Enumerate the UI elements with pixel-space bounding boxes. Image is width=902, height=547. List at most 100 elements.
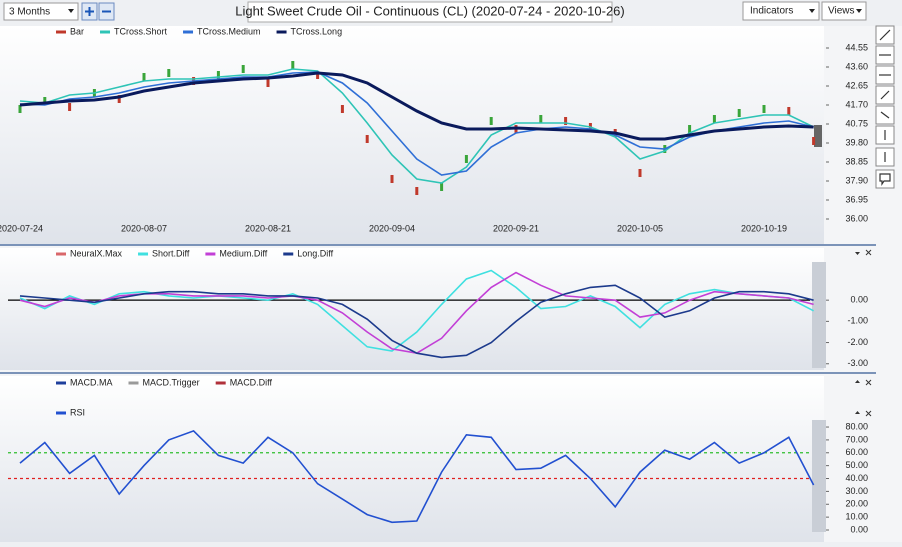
price-bar (117, 95, 121, 103)
scroll-strip (812, 420, 826, 532)
tool-button[interactable] (875, 169, 895, 189)
legend-label: TCross.Short (114, 26, 168, 36)
price-bar (43, 97, 47, 105)
price-bar (787, 107, 791, 115)
price-bar (762, 105, 766, 113)
indicators-button[interactable] (742, 1, 820, 21)
legend-label: Short.Diff (152, 248, 190, 258)
legend-swatch (56, 411, 66, 415)
price-bar (539, 115, 543, 123)
x-tick-label: 2020-09-04 (369, 223, 415, 233)
legend-label: NeuralX.Max (70, 248, 123, 258)
dropdown-arrow (809, 9, 815, 13)
rsi-panel (0, 376, 824, 542)
y-tick-label: -3.00 (847, 358, 868, 368)
y-tick-label: 42.65 (845, 80, 868, 90)
legend-label: MACD.Diff (230, 377, 273, 387)
series-line (19, 284, 814, 359)
price-bar (18, 105, 22, 113)
y-tick-label: 50.00 (845, 460, 868, 470)
price-bar (216, 71, 220, 79)
series-line (19, 71, 814, 141)
legend-label: Bar (70, 26, 84, 36)
y-tick-label: 38.85 (845, 156, 868, 166)
legend-swatch (283, 252, 294, 256)
price-bar (365, 135, 369, 143)
price-bar (415, 187, 419, 195)
price-bar (291, 61, 295, 69)
y-tick-label: 70.00 (845, 434, 868, 444)
legend-swatch (183, 30, 194, 34)
dropdown-arrow (856, 9, 862, 13)
series-line (19, 71, 814, 176)
series-line (19, 429, 815, 524)
scroll-strip (812, 262, 826, 368)
legend-swatch (56, 381, 66, 385)
y-tick-label: 36.95 (845, 194, 868, 204)
tool-icons (879, 29, 891, 186)
legend-label: MACD.MA (70, 377, 113, 387)
y-tick-label: 40.00 (845, 473, 868, 483)
legend-swatch (128, 381, 139, 385)
price-bar (489, 117, 493, 125)
price-bar (68, 103, 72, 111)
legend-swatch (205, 252, 216, 256)
legend-swatch (100, 30, 111, 34)
x-tick-label: 2020-09-21 (493, 223, 539, 233)
x-tick-label: 2020-08-21 (245, 223, 291, 233)
price-bar (464, 155, 468, 163)
legend-swatch (215, 381, 226, 385)
legend-swatch (276, 30, 287, 34)
y-tick-label: 43.60 (845, 61, 868, 71)
period-label: 3 Months (9, 7, 50, 18)
price-bar (712, 115, 716, 123)
legend-label: Long.Diff (297, 248, 333, 258)
price-bar (266, 79, 270, 87)
price-bar (142, 73, 146, 81)
y-tick-label: 0.00 (850, 295, 868, 305)
y-tick-label: 40.75 (845, 118, 868, 128)
legend-label: MACD.Trigger (143, 377, 200, 387)
legend-label: TCross.Medium (197, 26, 261, 36)
y-tick-label: 60.00 (845, 447, 868, 457)
period-select[interactable] (3, 2, 79, 21)
legend-swatch (56, 30, 66, 34)
price-bar (638, 169, 642, 177)
panel-controls (855, 249, 872, 417)
drawing-tools (875, 25, 895, 189)
title-box (247, 1, 613, 23)
price-bar (241, 65, 245, 73)
price-bar (440, 183, 444, 191)
price-bar (390, 175, 394, 183)
views-label: Views (828, 6, 855, 17)
y-tick-label: 37.90 (845, 175, 868, 185)
legend-label: TCross.Long (291, 26, 343, 36)
dropdown-arrow (68, 9, 74, 13)
y-tick-label: 30.00 (845, 486, 868, 496)
y-tick-label: 80.00 (845, 421, 868, 431)
views-button[interactable] (821, 1, 867, 21)
y-tick-label: 41.70 (845, 99, 868, 109)
indicators-label: Indicators (750, 6, 793, 17)
price-bar (316, 71, 320, 79)
plus-icon (85, 7, 94, 16)
scroll-handle[interactable] (814, 125, 822, 147)
price-bar (688, 125, 692, 133)
legend-label: RSI (70, 407, 85, 417)
price-bar (167, 69, 171, 77)
legend-swatch (56, 252, 66, 256)
x-tick-label: 2020-10-05 (617, 223, 663, 233)
y-tick-label: 44.55 (845, 42, 868, 52)
y-tick-label: 39.80 (845, 137, 868, 147)
x-tick-label: 2020-08-07 (121, 223, 167, 233)
price-bar (340, 105, 344, 113)
x-tick-label: 2020-07-24 (0, 223, 43, 233)
series-line (19, 68, 814, 184)
y-tick-label: 20.00 (845, 499, 868, 509)
price-bar (737, 109, 741, 117)
diff-panel (0, 248, 824, 370)
legend-label: Medium.Diff (219, 248, 267, 258)
price-bar (564, 117, 568, 125)
y-tick-label: -2.00 (847, 337, 868, 347)
